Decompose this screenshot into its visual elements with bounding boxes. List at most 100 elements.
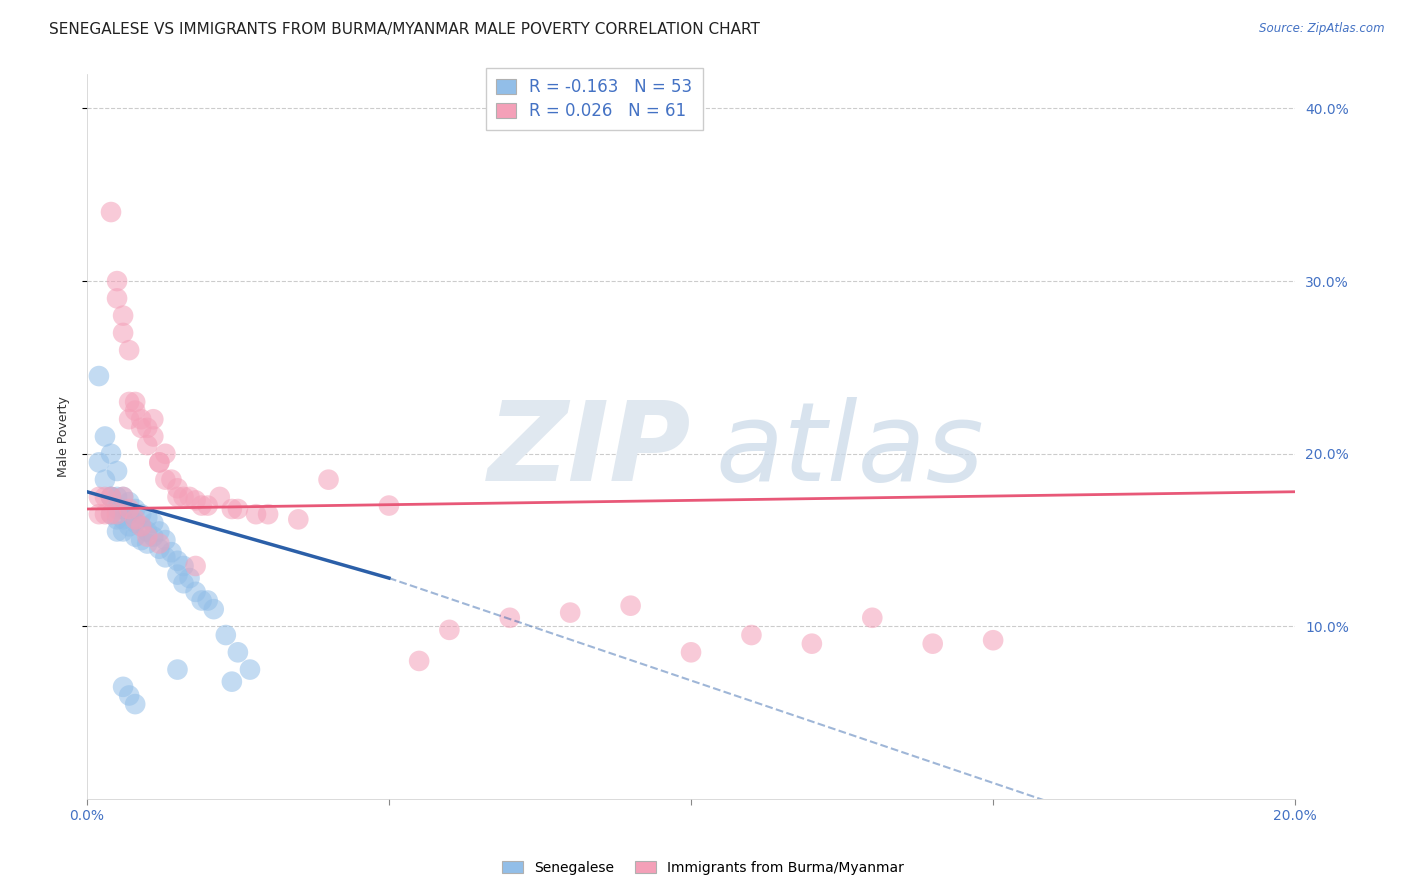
Point bbox=[129, 519, 152, 533]
Point bbox=[215, 628, 238, 642]
Point bbox=[94, 429, 117, 443]
Point bbox=[118, 495, 141, 509]
Point bbox=[197, 593, 219, 607]
Point bbox=[155, 533, 177, 547]
Point bbox=[129, 507, 152, 521]
Point bbox=[112, 490, 135, 504]
Point bbox=[94, 507, 117, 521]
Point bbox=[105, 502, 128, 516]
Point bbox=[981, 633, 1004, 648]
Point bbox=[124, 512, 146, 526]
Point bbox=[112, 502, 135, 516]
Point bbox=[148, 455, 170, 469]
Point bbox=[190, 499, 212, 513]
Point bbox=[166, 663, 188, 677]
Point bbox=[129, 519, 152, 533]
Point bbox=[87, 455, 110, 469]
Point bbox=[173, 576, 195, 591]
Point bbox=[118, 502, 141, 516]
Point bbox=[124, 403, 146, 417]
Point bbox=[142, 516, 165, 530]
Point bbox=[105, 291, 128, 305]
Point bbox=[318, 473, 340, 487]
Point bbox=[105, 524, 128, 539]
Point bbox=[560, 606, 582, 620]
Point bbox=[148, 524, 170, 539]
Point bbox=[142, 412, 165, 426]
Point bbox=[118, 689, 141, 703]
Point bbox=[179, 490, 201, 504]
Point bbox=[142, 530, 165, 544]
Point bbox=[124, 395, 146, 409]
Point bbox=[118, 507, 141, 521]
Y-axis label: Male Poverty: Male Poverty bbox=[58, 396, 70, 477]
Point bbox=[112, 309, 135, 323]
Point bbox=[679, 645, 702, 659]
Point bbox=[87, 507, 110, 521]
Point bbox=[100, 447, 122, 461]
Point bbox=[160, 473, 183, 487]
Legend: Senegalese, Immigrants from Burma/Myanmar: Senegalese, Immigrants from Burma/Myanma… bbox=[496, 855, 910, 880]
Point bbox=[184, 559, 207, 574]
Point bbox=[142, 429, 165, 443]
Point bbox=[129, 412, 152, 426]
Point bbox=[118, 343, 141, 358]
Point bbox=[184, 493, 207, 508]
Point bbox=[94, 490, 117, 504]
Point bbox=[408, 654, 430, 668]
Point bbox=[136, 524, 159, 539]
Point bbox=[100, 490, 122, 504]
Point bbox=[87, 490, 110, 504]
Point bbox=[378, 499, 401, 513]
Point bbox=[105, 512, 128, 526]
Point bbox=[800, 637, 823, 651]
Point bbox=[118, 519, 141, 533]
Point bbox=[100, 507, 122, 521]
Point bbox=[124, 516, 146, 530]
Point bbox=[105, 274, 128, 288]
Point bbox=[118, 395, 141, 409]
Point bbox=[221, 674, 243, 689]
Point bbox=[184, 585, 207, 599]
Point bbox=[124, 530, 146, 544]
Point bbox=[136, 536, 159, 550]
Point bbox=[208, 490, 231, 504]
Point bbox=[239, 663, 262, 677]
Point bbox=[148, 455, 170, 469]
Point bbox=[136, 438, 159, 452]
Point bbox=[124, 502, 146, 516]
Point bbox=[226, 645, 249, 659]
Point bbox=[921, 637, 943, 651]
Point bbox=[136, 530, 159, 544]
Point bbox=[100, 490, 122, 504]
Point bbox=[136, 510, 159, 524]
Point bbox=[221, 502, 243, 516]
Point bbox=[124, 697, 146, 711]
Point bbox=[112, 524, 135, 539]
Point bbox=[155, 447, 177, 461]
Point bbox=[112, 680, 135, 694]
Text: ZIP: ZIP bbox=[488, 398, 690, 505]
Point bbox=[112, 490, 135, 504]
Point bbox=[155, 550, 177, 565]
Point bbox=[100, 490, 122, 504]
Point bbox=[179, 571, 201, 585]
Point bbox=[245, 507, 267, 521]
Point bbox=[439, 623, 461, 637]
Legend: R = -0.163   N = 53, R = 0.026   N = 61: R = -0.163 N = 53, R = 0.026 N = 61 bbox=[486, 68, 703, 130]
Point bbox=[166, 554, 188, 568]
Point bbox=[287, 512, 309, 526]
Point bbox=[620, 599, 643, 613]
Point bbox=[160, 545, 183, 559]
Point bbox=[148, 536, 170, 550]
Point bbox=[100, 205, 122, 219]
Point bbox=[94, 473, 117, 487]
Point bbox=[105, 507, 128, 521]
Point bbox=[173, 490, 195, 504]
Point bbox=[740, 628, 762, 642]
Text: atlas: atlas bbox=[716, 398, 984, 505]
Point bbox=[105, 490, 128, 504]
Point bbox=[190, 593, 212, 607]
Point bbox=[105, 464, 128, 478]
Point bbox=[173, 559, 195, 574]
